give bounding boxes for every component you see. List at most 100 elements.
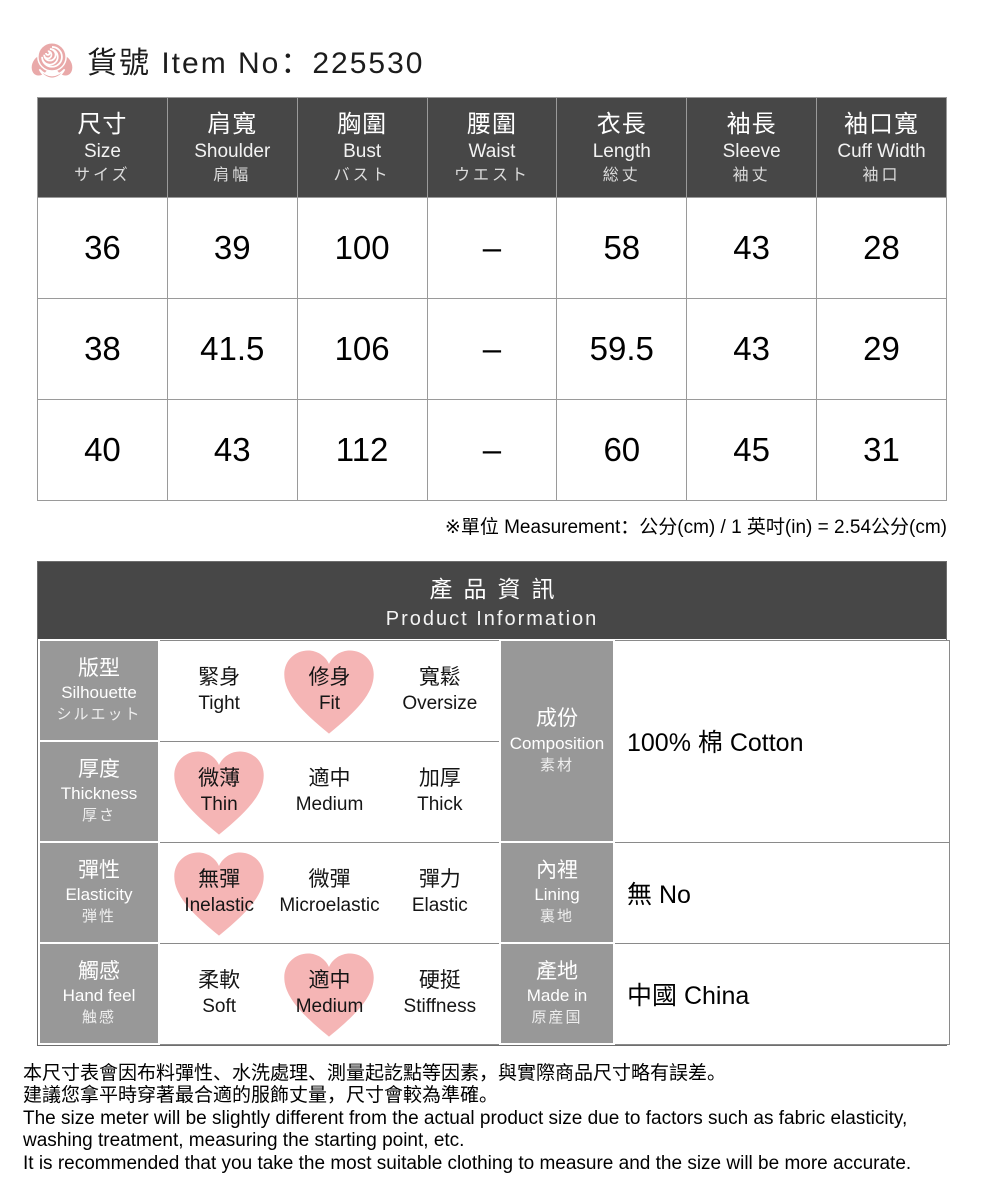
label-thickness: 厚度 Thickness 厚さ xyxy=(38,740,160,843)
rose-icon xyxy=(30,42,74,80)
label-ja: 弾性 xyxy=(81,908,116,926)
label-zh: 彈性 xyxy=(78,858,120,882)
option-item-thin: 微薄 Thin xyxy=(164,742,274,842)
disclaimer-line: The size meter will be slightly differen… xyxy=(23,1107,908,1129)
label-ja: 裏地 xyxy=(539,908,574,926)
size-col-header-text-en: Bust xyxy=(343,140,382,162)
option-item-inelastic: 無彈 Inelastic xyxy=(164,843,274,943)
selected-heart-icon xyxy=(284,952,375,1037)
size-cell: 36 xyxy=(37,197,168,299)
label-en: Thickness xyxy=(60,784,138,804)
product-info-row: 觸感 Hand feel 触感 柔軟 Soft 適中 Medium 硬挺 Sti… xyxy=(38,942,950,1045)
size-col-header-text-en: Sleeve xyxy=(722,140,781,162)
product-info-table: 版型 Silhouette シルエット 緊身 Tight 修身 Fit 寬鬆 O… xyxy=(38,639,950,1045)
option-label-en: Stiffness xyxy=(403,995,477,1017)
size-row-38: 38 41.5 106–59.5 43 29 xyxy=(37,298,947,400)
size-col-header-text-ja: 肩幅 xyxy=(213,166,252,184)
value-lining: 無 No xyxy=(613,841,950,944)
size-col-header-text-en: Cuff Width xyxy=(837,140,926,162)
size-col-header-text-en: Size xyxy=(83,140,121,162)
option-item-thick: 加厚 Thick xyxy=(385,742,495,842)
option-label-en: Inelastic xyxy=(184,894,255,916)
size-cell: 28 xyxy=(816,197,947,299)
size-table-body: 36 39 100–58 43 28 38 41.5 106–59.5 43 29 40 43 112–… xyxy=(37,197,947,501)
product-info-header: 產品資訊 Product Information xyxy=(38,562,946,639)
size-cell: – xyxy=(426,399,558,501)
size-table: 尺寸 Size サイズ 肩寬 Shoulder 肩幅 胸圍 Bust バスト 腰圍 Waist ウエス… xyxy=(37,97,947,501)
label-zh: 觸感 xyxy=(78,959,120,983)
option-label-en: Oversize xyxy=(402,692,478,714)
label-en: Made in xyxy=(526,986,588,1006)
size-col-header-text-zh: 尺寸 xyxy=(77,110,128,138)
size-col-header-bust: 胸圍 Bust バスト xyxy=(296,97,428,198)
value-composition: 100% 棉 Cotton xyxy=(613,639,950,843)
option-label-zh: 柔軟 xyxy=(198,968,241,992)
size-cell: 39 xyxy=(166,197,298,299)
product-info-title-en: Product Information xyxy=(385,608,599,630)
size-col-header-text-zh: 腰圍 xyxy=(466,110,517,138)
item-number-header: 貨號 Item No：225530 xyxy=(29,36,947,84)
product-info-row: 彈性 Elasticity 弾性 無彈 Inelastic 微彈 Microel… xyxy=(38,841,950,944)
option-item-medium: 適中 Medium xyxy=(274,944,384,1044)
size-cell: 106 xyxy=(296,298,428,400)
option-label-zh: 修身 xyxy=(308,665,351,689)
item-number-label: 貨號 Item No：225530 xyxy=(87,47,425,80)
size-cell: 59.5 xyxy=(556,298,688,400)
option-label-en: Soft xyxy=(202,995,237,1017)
label-zh: 版型 xyxy=(78,656,120,680)
label-en: Hand feel xyxy=(62,986,136,1006)
option-label-zh: 微彈 xyxy=(308,867,351,891)
label-handfeel: 觸感 Hand feel 触感 xyxy=(38,942,160,1045)
option-item-medium: 適中 Medium xyxy=(274,742,384,842)
option-label-en: Fit xyxy=(318,692,341,714)
size-col-header-text-zh: 胸圍 xyxy=(337,110,388,138)
option-label-zh: 無彈 xyxy=(198,867,241,891)
label-zh: 內裡 xyxy=(536,858,578,882)
size-col-header-text-zh: 肩寬 xyxy=(207,110,258,138)
product-info-title-zh: 產品資訊 xyxy=(429,576,566,602)
size-col-header-length: 衣長 Length 総丈 xyxy=(556,97,688,198)
option-label-en: Microelastic xyxy=(279,894,380,916)
label-silhouette: 版型 Silhouette シルエット xyxy=(38,639,160,742)
label-zh: 產地 xyxy=(536,959,578,983)
size-col-header-text-ja: サイズ xyxy=(74,166,131,184)
size-cell: – xyxy=(426,197,558,299)
label-en: Composition xyxy=(509,733,605,753)
label-ja: シルエット xyxy=(56,706,142,724)
size-col-header-text-en: Shoulder xyxy=(194,140,271,162)
selected-heart-icon xyxy=(174,851,264,936)
size-cell: 41.5 xyxy=(166,298,298,400)
label-zh: 厚度 xyxy=(78,757,120,781)
size-cell: 43 xyxy=(166,399,298,501)
option-label-en: Thick xyxy=(417,793,463,815)
size-cell: 58 xyxy=(556,197,688,299)
size-col-header-cuff-width: 袖口寬 Cuff Width 袖口 xyxy=(816,97,947,198)
label-ja: 原産国 xyxy=(531,1009,583,1027)
option-item-fit: 修身 Fit xyxy=(274,641,384,741)
option-label-en: Medium xyxy=(295,793,364,815)
option-label-zh: 微薄 xyxy=(198,766,241,790)
option-label-en: Elastic xyxy=(411,894,468,916)
size-col-header-shoulder: 肩寬 Shoulder 肩幅 xyxy=(166,97,298,198)
product-info-row: 版型 Silhouette シルエット 緊身 Tight 修身 Fit 寬鬆 O… xyxy=(38,639,950,843)
size-row-40: 40 43 112–60 45 31 xyxy=(37,399,947,501)
size-col-header-text-ja: バスト xyxy=(333,166,391,184)
label-ja: 厚さ xyxy=(81,807,116,825)
option-label-zh: 適中 xyxy=(308,968,351,992)
product-info-row: 厚度 Thickness 厚さ 微薄 Thin 適中 Medium 加厚 Thi… xyxy=(38,740,949,843)
selected-heart-icon xyxy=(174,750,264,835)
size-cell: 43 xyxy=(686,197,818,299)
option-item-soft: 柔軟 Soft xyxy=(164,944,274,1044)
size-col-header-text-ja: 袖口 xyxy=(862,166,901,184)
size-cell: 43 xyxy=(686,298,818,400)
size-cell: 112 xyxy=(296,399,428,501)
disclaimer-line: It is recommended that you take the most… xyxy=(23,1152,912,1174)
disclaimer-text: 本尺寸表會因布料彈性、水洗處理、測量起訖點等因素，與實際商品尺寸略有誤差。 建議您… xyxy=(23,1063,947,1175)
size-col-header-sleeve: 袖長 Sleeve 袖丈 xyxy=(686,97,818,198)
option-label-zh: 寬鬆 xyxy=(418,665,461,689)
label-ja: 触感 xyxy=(81,1009,116,1027)
size-col-header-text-en: Waist xyxy=(468,140,516,162)
option-item-tight: 緊身 Tight xyxy=(164,641,274,741)
size-cell: – xyxy=(426,298,558,400)
